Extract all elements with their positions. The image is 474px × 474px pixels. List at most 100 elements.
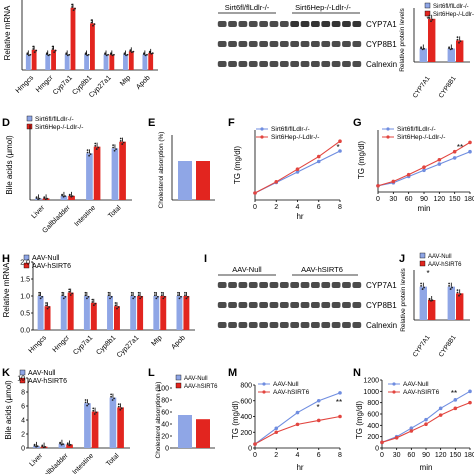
B-band (342, 61, 351, 67)
I-band (342, 302, 351, 308)
B-band (269, 21, 279, 27)
I-band (238, 322, 248, 328)
H-panel-letter: H (2, 253, 10, 265)
I-band (259, 282, 268, 288)
D-xtick-label: Intestine (73, 204, 97, 228)
H-data-dot (92, 304, 95, 307)
K-data-dot (84, 399, 87, 401)
K-data-dot (36, 445, 39, 448)
N-point (424, 417, 428, 422)
D-data-dot (113, 149, 116, 152)
A-data-dot (71, 6, 73, 8)
K-bar (117, 407, 124, 448)
K-data-dot (111, 399, 114, 401)
K-data-dot (66, 443, 69, 446)
B-band (321, 21, 331, 27)
A-bar (90, 23, 95, 70)
I-group2-label: AAV-hSIRT6 (301, 265, 343, 274)
M-xtick-label: 8 (338, 452, 342, 459)
A-data-dot (110, 53, 112, 56)
G-point (452, 149, 457, 154)
N-ytick-label: 200 (367, 434, 379, 441)
H-bar (130, 296, 137, 330)
I-band (269, 322, 279, 328)
J-legend-label: AAV-hSIRT6 (428, 262, 462, 268)
M-point (274, 430, 279, 435)
I-band (228, 282, 237, 288)
M-legend-label: AAV-hSIRT6 (273, 389, 310, 396)
I-band-label: CYP8B1 (366, 301, 397, 310)
J-data-dot (448, 282, 450, 285)
N-xlabel: min (420, 463, 433, 472)
D-data-dot (46, 197, 49, 200)
G-legend-label: Sirt6Hep-/-Ldlr-/- (397, 134, 445, 141)
H-bar (183, 296, 190, 330)
D-data-dot (35, 197, 38, 199)
K-xtick-label: Total (105, 452, 121, 468)
C-bar (419, 48, 427, 62)
H-ytick-label: 0.5 (20, 311, 30, 318)
H-data-dot (38, 291, 41, 294)
J-data-dot (459, 293, 462, 296)
D-data-dot (43, 197, 46, 199)
K-data-dot (60, 443, 63, 446)
I-band (290, 302, 300, 308)
H-data-dot (91, 298, 94, 301)
I-band (321, 322, 331, 328)
K-data-dot (86, 404, 88, 407)
K-data-dot (44, 446, 47, 448)
C-ylabel: Relative protein levels (399, 7, 406, 71)
A-data-dot (32, 48, 35, 50)
A-data-dot (27, 54, 30, 57)
M-sig: * (316, 403, 319, 412)
B-band (228, 21, 237, 27)
E-panel-letter: E (148, 117, 155, 129)
B-band (300, 21, 310, 27)
K-data-dot (33, 444, 36, 447)
H-xtick-label: Hmgcr (52, 334, 72, 354)
G-xtick-label: 60 (405, 196, 413, 203)
C-bar (456, 40, 464, 62)
A-data-dot (54, 49, 57, 52)
A-data-dot (65, 53, 68, 56)
C-data-dot (430, 20, 432, 23)
K-data-dot (117, 405, 120, 408)
A-data-dot (71, 3, 73, 6)
K-data-dot (41, 445, 44, 448)
B-band (217, 61, 227, 67)
A-data-dot (113, 53, 115, 56)
A-bar (51, 49, 56, 70)
A-data-dot (90, 21, 93, 24)
D-ylabel: Bile acids (μmol) (5, 135, 14, 195)
N-ytick-label: 400 (367, 423, 379, 430)
D-bar (86, 153, 93, 200)
K-bar (109, 397, 117, 448)
A-data-dot (104, 53, 106, 56)
M-ytick-label: 200 (240, 430, 252, 437)
B-band (259, 61, 268, 67)
A-bar (103, 54, 109, 70)
M-ylabel: TG (mg/dl) (231, 401, 240, 440)
L-legend-swatch (175, 374, 182, 381)
N-xtick-label: 30 (393, 452, 401, 459)
D-xtick-label: Liver (30, 204, 46, 220)
H-data-dot (114, 304, 117, 307)
E-ylabel: Cholesterol absorption (%) (158, 132, 165, 209)
D-xtick-label: Gallbladder (41, 204, 72, 235)
G-xlabel: min (418, 204, 431, 213)
N-legend-marker (392, 390, 396, 394)
C-bar (428, 18, 436, 62)
B-band (269, 61, 279, 67)
J-bar (419, 286, 427, 320)
G-point (437, 157, 442, 162)
H-data-dot (117, 306, 120, 308)
I-band (228, 302, 237, 308)
J-legend-label: AAV-Null (428, 254, 452, 260)
B-band (238, 21, 248, 27)
A-data-dot (35, 49, 38, 52)
I-band (300, 322, 310, 328)
H-data-dot (153, 291, 156, 294)
J-data-dot (456, 289, 459, 292)
K-bar (84, 403, 91, 448)
D-bar (119, 141, 126, 200)
